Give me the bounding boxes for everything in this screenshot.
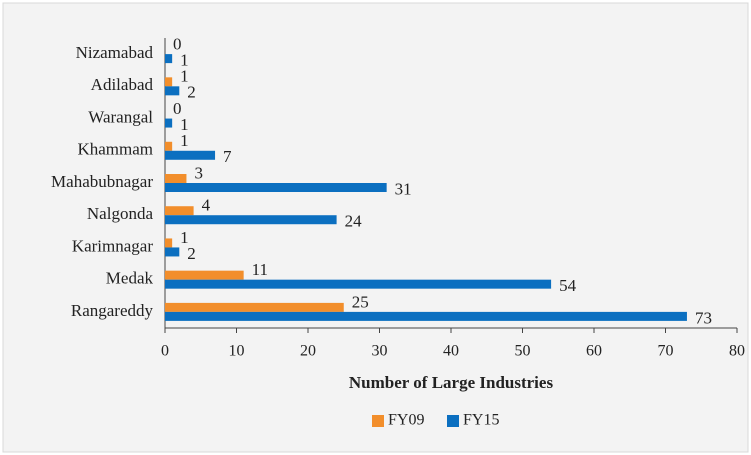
x-tick-label: 80: [729, 343, 745, 360]
bar: [165, 302, 344, 312]
y-tick-label: Mahabubnagar: [51, 172, 153, 191]
bar: [165, 150, 216, 160]
y-tick-label: Rangareddy: [71, 301, 154, 320]
bar: [165, 215, 337, 225]
y-tick-label: Nalgonda: [87, 204, 154, 223]
bar: [165, 270, 244, 280]
data-label: 31: [395, 179, 412, 198]
data-label: 7: [223, 147, 232, 166]
x-tick-label: 40: [443, 343, 459, 360]
data-label: 1: [180, 228, 189, 247]
bar: [165, 183, 387, 192]
bar: [165, 279, 552, 289]
x-axis-label: Number of Large Industries: [349, 373, 554, 392]
data-label: 0: [173, 99, 182, 118]
data-label: 1: [180, 131, 189, 150]
legend-swatch: [447, 415, 459, 427]
bar: [165, 247, 180, 257]
y-tick-label: Khammam: [77, 140, 153, 159]
legend-label: FY09: [388, 412, 424, 429]
bar: [165, 54, 173, 64]
x-tick-label: 30: [372, 343, 388, 360]
y-tick-label: Warangal: [88, 107, 153, 126]
bar: [165, 238, 173, 248]
bar: [165, 311, 687, 321]
data-label: 4: [202, 196, 211, 215]
x-tick-label: 10: [229, 343, 245, 360]
x-tick-label: 0: [161, 343, 169, 360]
x-tick-label: 20: [300, 343, 316, 360]
data-label: 2: [187, 83, 196, 102]
y-tick-label: Adilabad: [91, 75, 154, 94]
legend-swatch: [372, 415, 384, 427]
data-label: 11: [252, 260, 268, 279]
data-label: 24: [345, 212, 363, 231]
y-tick-label: Medak: [106, 269, 154, 288]
y-tick-label: Nizamabad: [76, 43, 154, 62]
bar: [165, 174, 187, 183]
bar: [165, 86, 180, 96]
data-label: 1: [180, 51, 189, 70]
data-label: 0: [173, 35, 182, 54]
bar: [165, 77, 173, 87]
data-label: 1: [180, 115, 189, 134]
data-label: 1: [180, 67, 189, 86]
bar: [165, 206, 194, 216]
x-tick-label: 60: [586, 343, 602, 360]
data-label: 25: [352, 292, 369, 311]
x-tick-label: 70: [658, 343, 674, 360]
data-label: 73: [695, 308, 712, 327]
bar: [165, 118, 173, 128]
data-label: 3: [194, 163, 203, 182]
data-label: 54: [559, 276, 577, 295]
data-label: 2: [187, 244, 196, 263]
y-tick-label: Karimnagar: [72, 236, 154, 255]
x-tick-label: 50: [515, 343, 531, 360]
legend-label: FY15: [463, 412, 499, 429]
bar: [165, 141, 173, 151]
